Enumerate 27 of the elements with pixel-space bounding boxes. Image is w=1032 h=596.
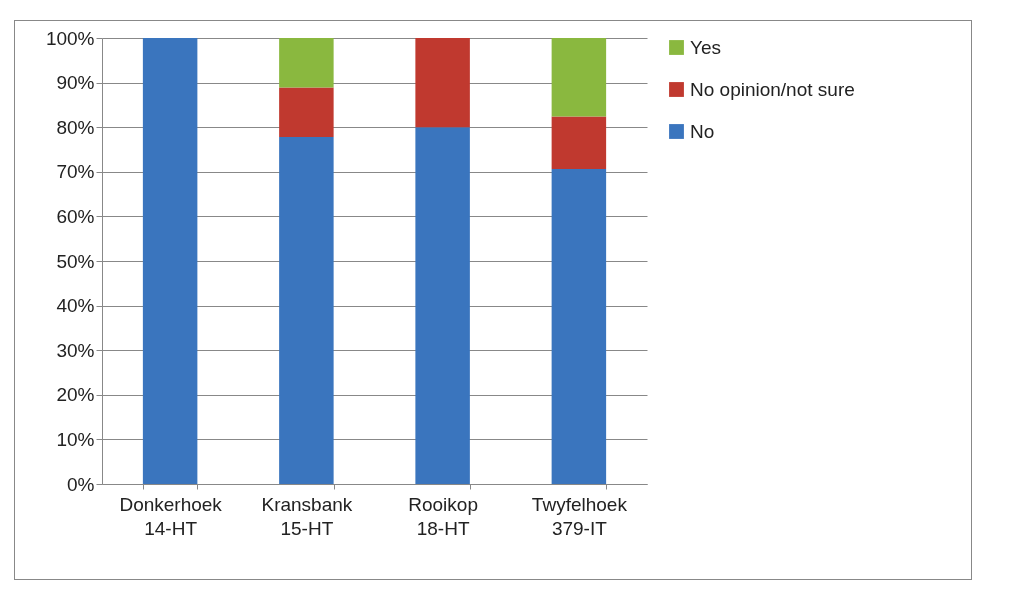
y-tick-label: 10% [56, 428, 95, 450]
bar [142, 38, 198, 484]
bar [415, 38, 470, 128]
y-tick-label: 60% [56, 205, 95, 227]
y-tick-label: 70% [56, 161, 95, 183]
bar [551, 169, 607, 484]
y-tick-label: 0% [67, 473, 95, 495]
bar [279, 87, 334, 138]
x-tick-label: Twyfelhoek 379-IT [531, 493, 628, 539]
x-tick-label: Kransbank 15-HT [261, 493, 353, 539]
legend-label: No opinion/not sure [690, 78, 855, 100]
y-tick-label: 40% [56, 295, 95, 317]
y-tick-label: 20% [56, 384, 95, 406]
bar [279, 38, 334, 88]
bar [551, 116, 607, 170]
x-tick-label: Donkerhoek 14-HT [119, 493, 223, 539]
x-tick-label: Rooikop 18-HT [408, 493, 478, 539]
bar [551, 38, 607, 117]
y-tick-label: 80% [56, 116, 95, 138]
y-tick-label: 100% [45, 27, 95, 49]
bar [279, 137, 334, 484]
bar [415, 127, 470, 484]
legend-label: Yes [690, 36, 721, 58]
y-tick-label: 50% [56, 250, 95, 272]
y-tick-label: 30% [56, 339, 95, 361]
y-tick-label: 90% [56, 72, 95, 94]
legend-label: No [690, 120, 715, 142]
